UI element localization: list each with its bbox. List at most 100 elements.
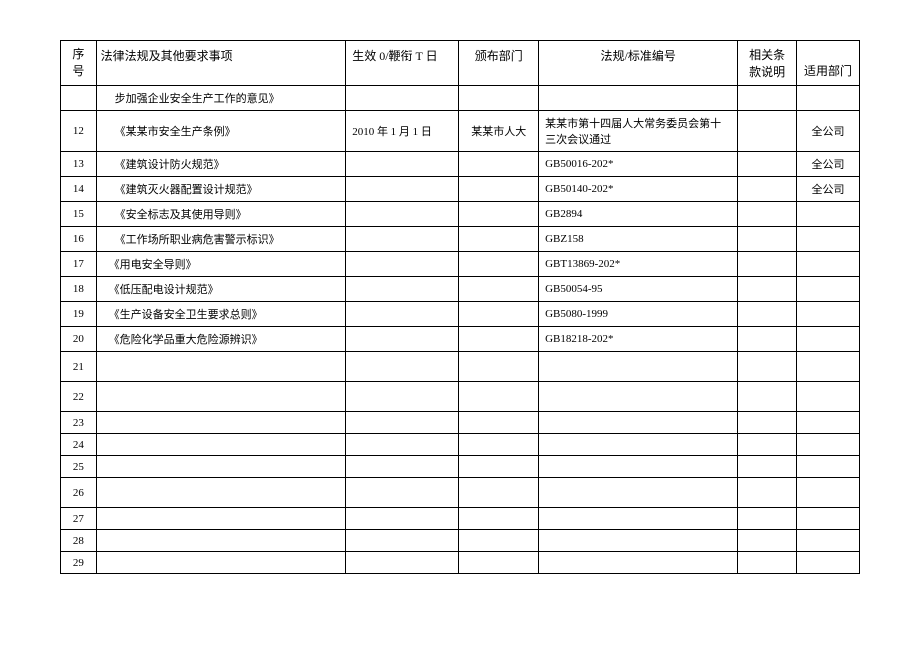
cell-code bbox=[539, 412, 738, 434]
header-date: 生效 0/鞭衔 T 日 bbox=[346, 41, 459, 86]
cell-apply bbox=[797, 252, 860, 277]
cell-law: 《建筑设计防火规范》 bbox=[96, 152, 346, 177]
cell-apply bbox=[797, 227, 860, 252]
cell-clause bbox=[738, 382, 797, 412]
cell-code: GB2894 bbox=[539, 202, 738, 227]
cell-clause bbox=[738, 434, 797, 456]
header-law: 法律法规及其他要求事项 bbox=[96, 41, 346, 86]
cell-law bbox=[96, 456, 346, 478]
cell-apply bbox=[797, 327, 860, 352]
cell-apply bbox=[797, 202, 860, 227]
table-row: 25 bbox=[61, 456, 860, 478]
cell-apply bbox=[797, 530, 860, 552]
table-row: 27 bbox=[61, 508, 860, 530]
cell-clause bbox=[738, 552, 797, 574]
cell-code bbox=[539, 508, 738, 530]
cell-code: 某某市第十四届人大常务委员会第十三次会议通过 bbox=[539, 111, 738, 152]
cell-apply bbox=[797, 552, 860, 574]
cell-seq: 29 bbox=[61, 552, 97, 574]
cell-clause bbox=[738, 302, 797, 327]
cell-seq: 26 bbox=[61, 478, 97, 508]
cell-seq: 15 bbox=[61, 202, 97, 227]
cell-code bbox=[539, 86, 738, 111]
cell-law: 《生产设备安全卫生要求总则》 bbox=[96, 302, 346, 327]
regulations-table: 序号 法律法规及其他要求事项 生效 0/鞭衔 T 日 颁布部门 法规/标准编号 … bbox=[60, 40, 860, 574]
cell-clause bbox=[738, 456, 797, 478]
cell-date bbox=[346, 478, 459, 508]
cell-date: 2010 年 1 月 1 日 bbox=[346, 111, 459, 152]
cell-seq: 18 bbox=[61, 277, 97, 302]
cell-code: GB50054-95 bbox=[539, 277, 738, 302]
table-row: 12《某某市安全生产条例》2010 年 1 月 1 日某某市人大某某市第十四届人… bbox=[61, 111, 860, 152]
table-row: 28 bbox=[61, 530, 860, 552]
cell-dept bbox=[459, 327, 539, 352]
cell-clause bbox=[738, 508, 797, 530]
cell-apply bbox=[797, 478, 860, 508]
cell-date bbox=[346, 86, 459, 111]
cell-apply: 全公司 bbox=[797, 111, 860, 152]
cell-law bbox=[96, 352, 346, 382]
cell-code bbox=[539, 552, 738, 574]
cell-law: 《建筑灭火器配置设计规范》 bbox=[96, 177, 346, 202]
cell-dept bbox=[459, 177, 539, 202]
table-row: 26 bbox=[61, 478, 860, 508]
cell-code: GB18218-202* bbox=[539, 327, 738, 352]
cell-dept bbox=[459, 152, 539, 177]
cell-dept bbox=[459, 508, 539, 530]
table-row: 23 bbox=[61, 412, 860, 434]
cell-apply bbox=[797, 382, 860, 412]
cell-dept bbox=[459, 277, 539, 302]
cell-clause bbox=[738, 177, 797, 202]
cell-code: GB50016-202* bbox=[539, 152, 738, 177]
cell-code bbox=[539, 352, 738, 382]
cell-date bbox=[346, 552, 459, 574]
cell-seq: 21 bbox=[61, 352, 97, 382]
header-code: 法规/标准编号 bbox=[539, 41, 738, 86]
cell-date bbox=[346, 302, 459, 327]
cell-clause bbox=[738, 327, 797, 352]
cell-seq: 24 bbox=[61, 434, 97, 456]
cell-clause bbox=[738, 412, 797, 434]
table-row: 29 bbox=[61, 552, 860, 574]
cell-dept: 某某市人大 bbox=[459, 111, 539, 152]
table-row: 14《建筑灭火器配置设计规范》GB50140-202*全公司 bbox=[61, 177, 860, 202]
cell-apply bbox=[797, 277, 860, 302]
cell-code bbox=[539, 530, 738, 552]
cell-dept bbox=[459, 456, 539, 478]
cell-clause bbox=[738, 530, 797, 552]
cell-seq bbox=[61, 86, 97, 111]
table-row: 17《用电安全导则》GBT13869-202* bbox=[61, 252, 860, 277]
cell-law bbox=[96, 552, 346, 574]
cell-law: 《用电安全导则》 bbox=[96, 252, 346, 277]
cell-dept bbox=[459, 434, 539, 456]
cell-apply bbox=[797, 508, 860, 530]
cell-code bbox=[539, 434, 738, 456]
cell-seq: 13 bbox=[61, 152, 97, 177]
table-body: 步加强企业安全生产工作的意见》12《某某市安全生产条例》2010 年 1 月 1… bbox=[61, 86, 860, 574]
cell-date bbox=[346, 456, 459, 478]
cell-seq: 25 bbox=[61, 456, 97, 478]
cell-clause bbox=[738, 352, 797, 382]
cell-seq: 27 bbox=[61, 508, 97, 530]
cell-code: GBT13869-202* bbox=[539, 252, 738, 277]
cell-code bbox=[539, 478, 738, 508]
cell-date bbox=[346, 352, 459, 382]
cell-date bbox=[346, 327, 459, 352]
cell-law: 《安全标志及其使用导则》 bbox=[96, 202, 346, 227]
cell-date bbox=[346, 252, 459, 277]
cell-law: 《某某市安全生产条例》 bbox=[96, 111, 346, 152]
cell-dept bbox=[459, 352, 539, 382]
header-apply: 适用部门 bbox=[797, 41, 860, 86]
cell-apply bbox=[797, 434, 860, 456]
cell-dept bbox=[459, 530, 539, 552]
cell-dept bbox=[459, 552, 539, 574]
cell-seq: 14 bbox=[61, 177, 97, 202]
cell-law bbox=[96, 478, 346, 508]
cell-seq: 22 bbox=[61, 382, 97, 412]
cell-law: 《低压配电设计规范》 bbox=[96, 277, 346, 302]
cell-seq: 19 bbox=[61, 302, 97, 327]
cell-code bbox=[539, 456, 738, 478]
cell-seq: 12 bbox=[61, 111, 97, 152]
cell-dept bbox=[459, 227, 539, 252]
cell-apply bbox=[797, 352, 860, 382]
